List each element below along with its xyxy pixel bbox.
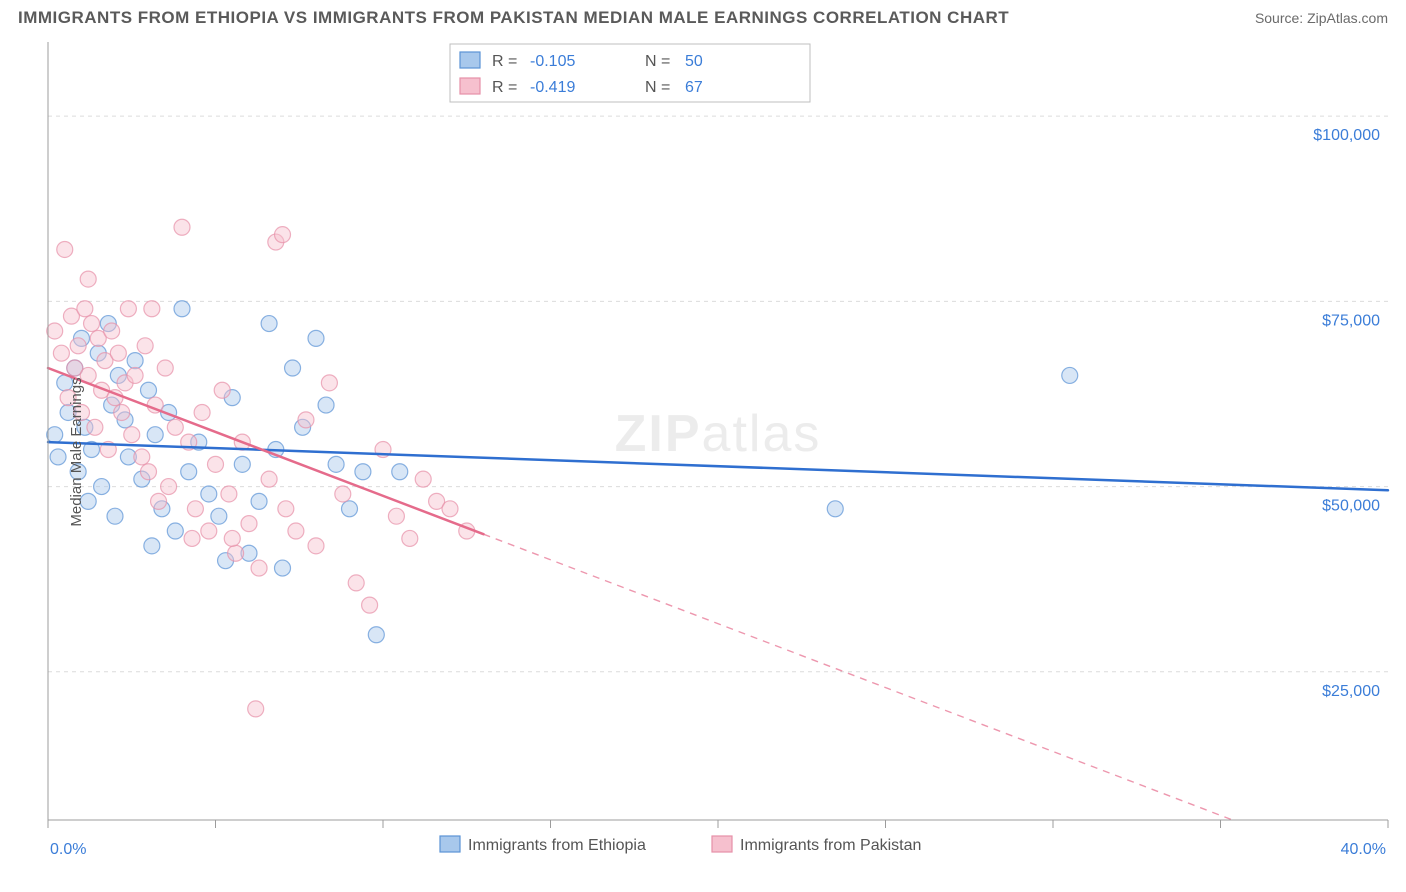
y-axis-label: Median Male Earnings [68, 377, 85, 526]
svg-text:$100,000: $100,000 [1313, 127, 1380, 144]
chart-title: IMMIGRANTS FROM ETHIOPIA VS IMMIGRANTS F… [18, 8, 1009, 28]
chart-container: Median Male Earnings $25,000 $50,000 $75,0… [0, 32, 1406, 872]
svg-text:R =: R = [492, 79, 517, 96]
svg-text:0.0%: 0.0% [50, 841, 86, 858]
scatter-chart: $25,000 $50,000 $75,000 $100,000 ZIPatlas 0.0… [0, 32, 1406, 872]
svg-text:Immigrants from Pakistan: Immigrants from Pakistan [740, 837, 921, 854]
svg-text:$50,000: $50,000 [1322, 498, 1380, 515]
svg-text:67: 67 [685, 79, 703, 96]
svg-text:$75,000: $75,000 [1322, 312, 1380, 329]
svg-text:N =: N = [645, 53, 670, 70]
svg-text:-0.419: -0.419 [530, 79, 575, 96]
svg-text:$25,000: $25,000 [1322, 683, 1380, 700]
chart-header: IMMIGRANTS FROM ETHIOPIA VS IMMIGRANTS F… [0, 0, 1406, 32]
svg-text:40.0%: 40.0% [1341, 841, 1386, 858]
svg-text:Immigrants from Ethiopia: Immigrants from Ethiopia [468, 837, 646, 854]
svg-text:R =: R = [492, 53, 517, 70]
svg-text:50: 50 [685, 53, 703, 70]
svg-text:-0.105: -0.105 [530, 53, 575, 70]
svg-text:ZIPatlas: ZIPatlas [615, 405, 822, 463]
chart-source: Source: ZipAtlas.com [1255, 10, 1388, 26]
svg-text:N =: N = [645, 79, 670, 96]
